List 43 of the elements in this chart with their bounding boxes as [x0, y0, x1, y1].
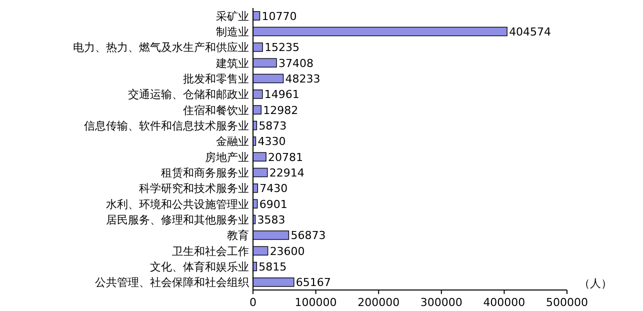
x-tick-label: 0: [250, 296, 256, 309]
data-label: 3583: [257, 214, 286, 226]
data-label: 56873: [290, 229, 326, 242]
x-tick-label: 400000: [483, 296, 526, 309]
data-label: 23600: [270, 244, 305, 258]
y-tick-label: 采矿业: [216, 10, 249, 23]
y-tick-label: 信息传输、软件和信息技术服务业: [84, 120, 249, 132]
y-tick-label: 房地产业: [205, 150, 249, 164]
data-label: 6901: [259, 198, 288, 211]
y-tick-label: 批发和零售业: [183, 72, 249, 86]
data-label: 14961: [264, 88, 300, 102]
x-tick-label: 500000: [546, 296, 588, 309]
y-tick-label: 公共管理、社会保障和社会组织: [95, 276, 249, 290]
data-label: 404574: [509, 26, 552, 38]
y-tick-label: 制造业: [216, 26, 249, 38]
y-tick-label: 教育: [227, 229, 249, 242]
y-tick-label: 金融业: [216, 135, 249, 148]
data-label: 10770: [262, 10, 297, 23]
x-tick-label: 200000: [358, 296, 400, 309]
y-tick-label: 住宿和餐饮业: [183, 104, 249, 117]
y-tick-label: 建筑业: [215, 56, 249, 70]
y-tick-label: 卫生和社会工作: [172, 244, 249, 258]
y-tick-label: 电力、热力、燃气及水生产和供应业: [73, 41, 249, 54]
x-tick-label: 100000: [294, 296, 337, 309]
data-label: 48233: [285, 72, 320, 86]
y-tick-label: 居民服务、修理和其他服务业: [106, 214, 249, 226]
y-tick-label: 租赁和商务服务业: [161, 166, 249, 180]
x-axis-title: （人）: [579, 277, 612, 290]
data-label: 37408: [278, 56, 314, 70]
data-label: 15235: [264, 41, 300, 54]
y-tick-label: 交通运输、仓储和邮政业: [128, 88, 249, 102]
y-tick-label: 科学研究和技术服务业: [139, 182, 249, 196]
data-label: 7430: [260, 182, 288, 196]
data-label: 5815: [258, 260, 287, 274]
y-tick-label: 水利、环境和公共设施管理业: [106, 198, 249, 211]
data-label: 22914: [269, 166, 304, 180]
data-label: 65167: [296, 276, 331, 290]
x-tick-label: 300000: [420, 296, 462, 309]
data-label: 4330: [258, 135, 286, 148]
data-label: 20781: [268, 150, 304, 164]
data-label: 5873: [258, 120, 287, 132]
data-label: 12982: [263, 104, 298, 117]
y-tick-label: 文化、体育和娱乐业: [150, 260, 249, 274]
